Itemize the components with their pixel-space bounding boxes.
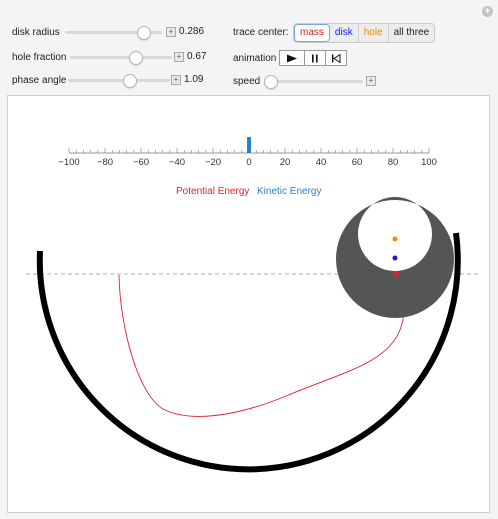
trace-option-hole[interactable]: hole: [359, 24, 389, 42]
trace-option-all-three[interactable]: all three: [393, 27, 430, 38]
kinetic-energy-bar: [247, 137, 251, 153]
slider-track: [65, 31, 162, 34]
speed-expand-icon[interactable]: +: [366, 76, 376, 86]
energy-tick-label: 60: [352, 157, 363, 168]
trace-center-row: trace center:: [233, 24, 289, 40]
slider-track: [68, 79, 170, 82]
legend-kinetic-energy: Kinetic Energy: [257, 186, 321, 197]
speed-label: speed: [233, 75, 261, 87]
phase-angle-value: 1.09: [184, 74, 204, 85]
energy-tick-label: −80: [97, 157, 113, 168]
phase-angle-expand-icon[interactable]: +: [171, 75, 181, 85]
animation-label: animation: [233, 52, 277, 64]
rolling-disk-with-hole: [336, 197, 454, 318]
hole-fraction-row: hole fraction: [12, 49, 66, 65]
speed-row: speed: [233, 73, 260, 89]
phase-angle-row: phase angle: [12, 72, 67, 88]
disk-radius-row: disk radius: [12, 24, 60, 40]
mass-center-marker: [393, 271, 399, 277]
corner-plus-icon[interactable]: +: [482, 6, 493, 17]
energy-tick-label: 0: [246, 157, 251, 168]
animation-row: animation: [233, 50, 276, 66]
hole-fraction-slider[interactable]: [70, 49, 172, 65]
speed-slider[interactable]: [264, 73, 363, 89]
play-icon: [287, 54, 297, 62]
energy-tick-label: 40: [316, 157, 327, 168]
legend-potential-energy: Potential Energy: [176, 186, 249, 197]
disk-radius-label: disk radius: [12, 26, 60, 38]
pause-icon: [312, 54, 318, 62]
disk-radius-slider[interactable]: [65, 24, 162, 40]
energy-tick-label: 20: [280, 157, 291, 168]
energy-axis: −100 −80 −60 −40 −20 0 20 40 60 80 100: [58, 137, 437, 168]
pause-button[interactable]: [304, 50, 326, 66]
slider-track: [70, 56, 172, 59]
animation-controls: [279, 50, 347, 66]
hole-fraction-label: hole fraction: [12, 51, 67, 63]
play-button[interactable]: [279, 50, 305, 66]
trace-center-label: trace center:: [233, 26, 289, 38]
trace-option-disk[interactable]: disk: [330, 24, 359, 42]
energy-tick-label: −40: [169, 157, 185, 168]
energy-tick-label: −20: [205, 157, 221, 168]
hole-fraction-value: 0.67: [187, 51, 207, 62]
phase-angle-label: phase angle: [12, 74, 67, 86]
energy-tick-label: 100: [421, 157, 437, 168]
slider-track: [264, 80, 363, 83]
phase-angle-slider[interactable]: [68, 72, 170, 88]
slider-thumb[interactable]: [128, 51, 143, 65]
simulation-canvas: −100 −80 −60 −40 −20 0 20 40 60 80 100 Potential E…: [26, 137, 478, 473]
slider-thumb[interactable]: [137, 26, 152, 40]
reset-icon: [332, 53, 341, 63]
mass-trace-path: [118, 274, 405, 417]
energy-tick-label: −100: [58, 157, 79, 168]
slider-thumb[interactable]: [264, 75, 278, 89]
disk-radius-expand-icon[interactable]: +: [166, 27, 176, 37]
energy-tick-label: −60: [133, 157, 149, 168]
trace-option-mass[interactable]: mass: [294, 24, 330, 42]
simulation-panel: −100 −80 −60 −40 −20 0 20 40 60 80 100 Potential E…: [7, 95, 490, 513]
energy-tick-label: 80: [388, 157, 399, 168]
semicircular-track: [36, 232, 461, 473]
disk-center-marker: [392, 255, 398, 261]
hole-fraction-expand-icon[interactable]: +: [174, 52, 184, 62]
reset-button[interactable]: [325, 50, 347, 66]
trace-center-selector[interactable]: mass disk hole all three: [293, 23, 436, 43]
hole-center-marker: [392, 236, 398, 242]
slider-thumb[interactable]: [122, 74, 137, 88]
disk-radius-value: 0.286: [179, 26, 205, 37]
